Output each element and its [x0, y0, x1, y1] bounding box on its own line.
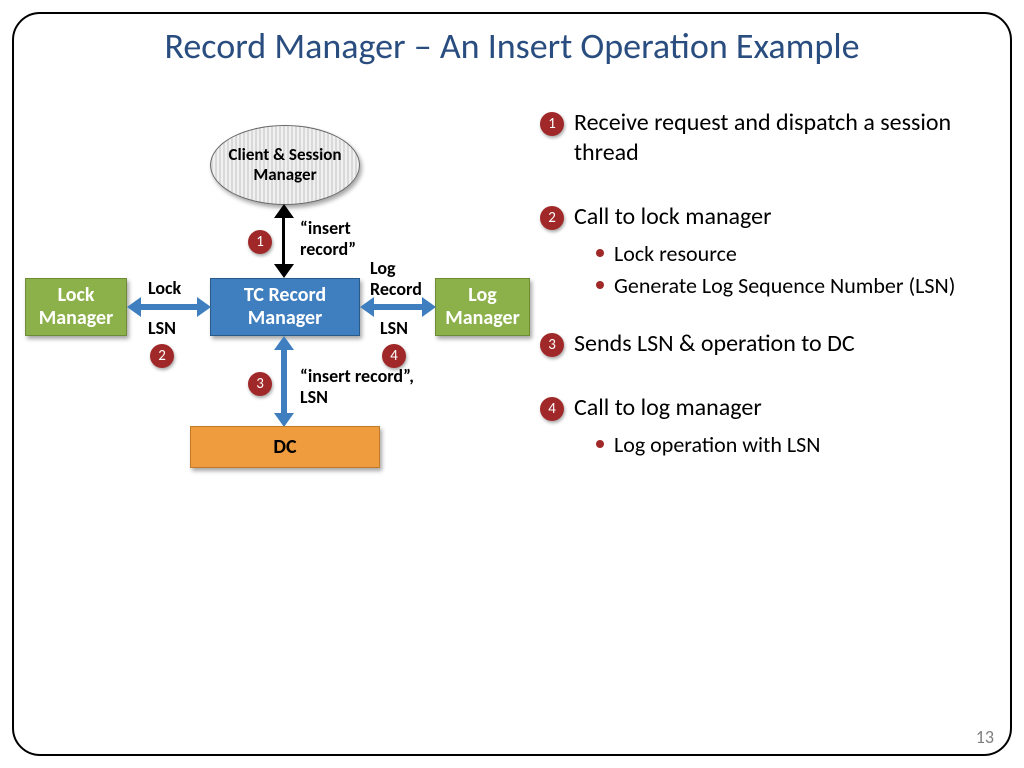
edge-4-arrowhead-right — [422, 297, 436, 317]
page-number: 13 — [976, 726, 994, 748]
diagram-step-badge-2: 2 — [150, 344, 174, 368]
edge-4-bottom-label: LSN — [380, 318, 408, 339]
edge-4-top-label: Log Record — [370, 258, 422, 299]
slide-title: Record Manager – An Insert Operation Exa… — [0, 24, 1024, 68]
step-badge-1: 1 — [540, 112, 564, 136]
edge-1-arrowhead-up — [274, 204, 294, 218]
edge-1-line — [282, 215, 285, 267]
step-badge-3: 3 — [540, 333, 564, 357]
edge-2-line — [138, 304, 200, 310]
bullet-icon — [596, 440, 604, 448]
step-2-sub-2-text: Generate Log Sequence Number (LSN) — [614, 272, 955, 300]
node-lock-manager: Lock Manager — [25, 278, 127, 336]
steps-list: 1 Receive request and dispatch a session… — [540, 108, 990, 463]
edge-2-arrowhead-right — [197, 297, 211, 317]
edge-3-arrowhead-up — [274, 336, 294, 350]
step-badge-2: 2 — [540, 206, 564, 230]
diagram-area: Client & Session Manager 1 “insert recor… — [20, 120, 530, 540]
edge-4-line — [371, 304, 425, 310]
step-2-sub-2: Generate Log Sequence Number (LSN) — [596, 272, 990, 300]
step-row-2: 2 Call to lock manager — [540, 202, 990, 232]
step-2-sub-1-text: Lock resource — [614, 240, 737, 268]
step-4-sub-1: Log operation with LSN — [596, 431, 990, 459]
edge-3-arrowhead-down — [274, 413, 294, 427]
step-text-2: Call to lock manager — [574, 202, 771, 232]
step-badge-4: 4 — [540, 397, 564, 421]
diagram-step-badge-3: 3 — [248, 372, 272, 396]
step-text-1: Receive request and dispatch a session t… — [574, 108, 990, 168]
edge-3-line — [281, 346, 287, 416]
edge-1-arrowhead-down — [274, 264, 294, 278]
edge-2-arrowhead-left — [127, 297, 141, 317]
edge-4-arrowhead-left — [360, 297, 374, 317]
step-row-4: 4 Call to log manager — [540, 393, 990, 423]
step-text-4: Call to log manager — [574, 393, 762, 423]
step-row-1: 1 Receive request and dispatch a session… — [540, 108, 990, 168]
step-4-sub-1-text: Log operation with LSN — [614, 431, 820, 459]
step-row-3: 3 Sends LSN & operation to DC — [540, 329, 990, 359]
bullet-icon — [596, 281, 604, 289]
edge-2-bottom-label: LSN — [148, 318, 176, 339]
bullet-icon — [596, 249, 604, 257]
edge-2-top-label: Lock — [148, 278, 181, 299]
step-2-sub-1: Lock resource — [596, 240, 990, 268]
node-tc-record: TC Record Manager — [210, 278, 360, 336]
edge-3-label: “insert record”, LSN — [300, 366, 414, 407]
edge-1-label: “insert record” — [300, 218, 356, 259]
node-client-session: Client & Session Manager — [210, 125, 360, 205]
step-text-3: Sends LSN & operation to DC — [574, 329, 855, 359]
diagram-step-badge-1: 1 — [248, 230, 272, 254]
node-dc: DC — [190, 426, 380, 468]
node-log-manager: Log Manager — [435, 278, 530, 336]
